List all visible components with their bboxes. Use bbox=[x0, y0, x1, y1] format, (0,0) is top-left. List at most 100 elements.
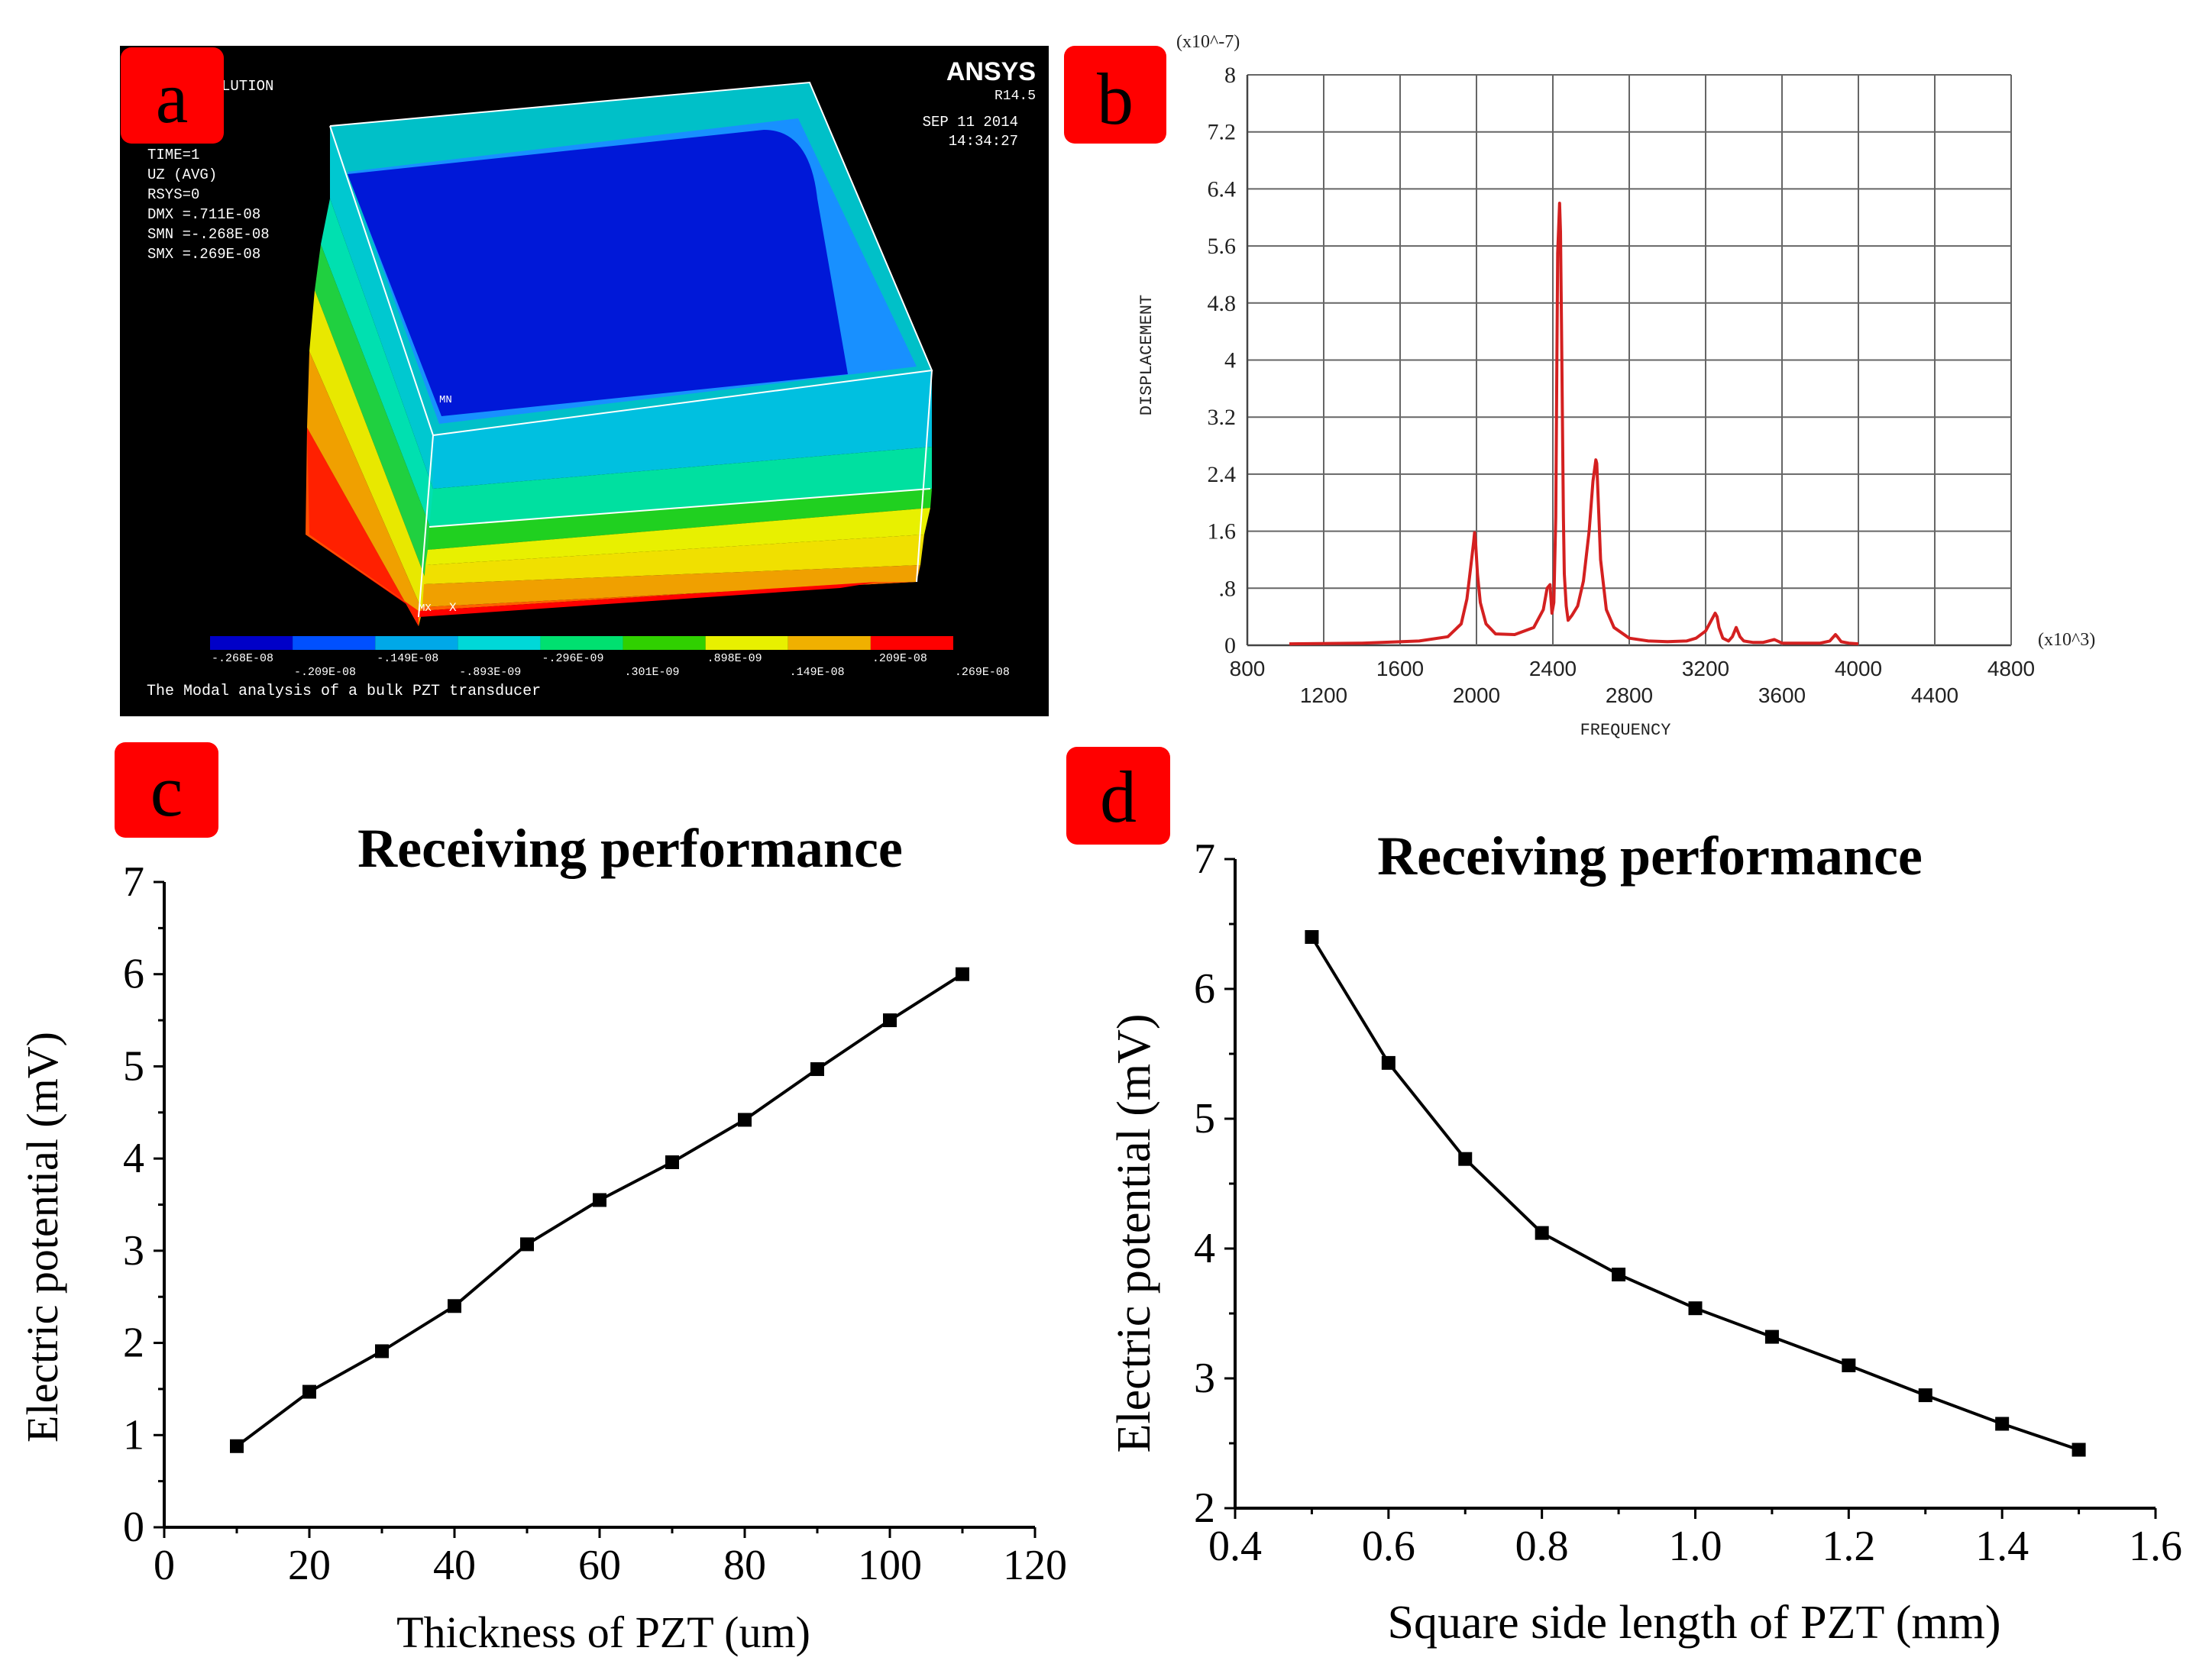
b-x-tick-label: 4800 bbox=[1987, 657, 2035, 680]
d-data-point bbox=[1764, 1329, 1779, 1344]
c-series bbox=[230, 967, 969, 1453]
ansys-header-left: LUTION bbox=[222, 78, 273, 95]
b-x-tick-labels: 800 1600 2400 3200 4000 4800 1200 2000 2800 3600 4… bbox=[1230, 657, 2036, 707]
b-y-tick-label: 4.8 bbox=[1208, 291, 1237, 316]
panel-label-box-d bbox=[1066, 747, 1170, 845]
ansys-caption: The Modal analysis of a bulk PZT transdu… bbox=[147, 683, 541, 700]
c-x-tick-label: 60 bbox=[578, 1542, 621, 1589]
legend-bottom-label: .149E-08 bbox=[790, 666, 845, 679]
b-series bbox=[1289, 202, 1859, 646]
ansys-info-line: RSYS=0 bbox=[147, 186, 199, 203]
ansys-info-line: SMN =-.268E-08 bbox=[147, 226, 270, 243]
panel-d-side-length-chart: 0.4 0.6 0.8 1.0 1.2 1.4 1.6 2 3 4 5 6 7 Receiving pe… bbox=[1066, 747, 2182, 1649]
ansys-info-line: TIME=1 bbox=[147, 147, 199, 163]
legend-bottom-label: -.893E-09 bbox=[459, 666, 521, 679]
d-data-point bbox=[1381, 1055, 1396, 1070]
d-data-point bbox=[1688, 1301, 1703, 1316]
ansys-info-line: DMX =.711E-08 bbox=[147, 206, 260, 223]
b-y-tick-label: 2.4 bbox=[1208, 462, 1237, 487]
c-data-point bbox=[883, 1013, 897, 1028]
b-y-axis-label: DISPLACEMENT bbox=[1137, 295, 1156, 415]
panel-c-thickness-chart: 0 20 40 60 80 100 120 0 1 2 3 4 5 6 7 Receiving perfor… bbox=[18, 742, 1067, 1657]
legend-top-label: -.268E-08 bbox=[212, 652, 273, 665]
c-data-point bbox=[738, 1113, 752, 1127]
b-x-multiplier: (x10^3) bbox=[2038, 630, 2095, 650]
d-data-point bbox=[1305, 930, 1319, 944]
ansys-info-line: SMX =.269E-08 bbox=[147, 246, 260, 263]
legend-swatch bbox=[623, 636, 706, 650]
ansys-color-legend: -.268E-08 -.149E-08 -.296E-09 .898E-09 .209E… bbox=[210, 636, 1010, 679]
d-y-tick-label: 2 bbox=[1194, 1485, 1215, 1532]
panel-label-d: d bbox=[1100, 756, 1137, 838]
panel-b-frequency-response: 0 .8 1.6 2.4 3.2 4 4.8 5.6 6.4 7.2 8 800 1600 2400 32… bbox=[1064, 32, 2095, 740]
d-axes: 0.4 0.6 0.8 1.0 1.2 1.4 1.6 2 3 4 5 6 7 bbox=[1194, 835, 2182, 1570]
legend-swatch bbox=[458, 636, 541, 650]
c-data-point bbox=[593, 1193, 606, 1207]
c-x-tick-label: 0 bbox=[154, 1542, 175, 1589]
block-top-face bbox=[330, 82, 932, 435]
ansys-version: R14.5 bbox=[995, 89, 1036, 104]
block-front-face bbox=[419, 370, 932, 617]
c-data-point bbox=[810, 1062, 824, 1077]
d-data-point bbox=[2071, 1443, 2086, 1457]
legend-swatch bbox=[293, 636, 376, 650]
d-y-tick-label: 3 bbox=[1194, 1355, 1215, 1402]
d-x-tick-label: 0.8 bbox=[1515, 1523, 1569, 1570]
b-y-tick-label: 7.2 bbox=[1208, 120, 1237, 145]
b-x-tick-label: 2800 bbox=[1606, 683, 1653, 707]
b-y-tick-label: 4 bbox=[1224, 348, 1236, 373]
c-x-tick-label: 100 bbox=[858, 1542, 922, 1589]
c-x-tick-label: 40 bbox=[433, 1542, 476, 1589]
b-y-tick-label: 8 bbox=[1224, 63, 1236, 88]
c-x-tick-label: 120 bbox=[1003, 1542, 1067, 1589]
b-y-tick-label: 6.4 bbox=[1208, 176, 1237, 202]
c-y-tick-label: 7 bbox=[123, 858, 144, 906]
legend-swatch bbox=[210, 636, 293, 650]
c-title: Receiving performance bbox=[357, 818, 903, 879]
panel-label-box-a bbox=[121, 47, 224, 144]
c-x-tick-label: 80 bbox=[723, 1542, 766, 1589]
legend-top-label: -.296E-09 bbox=[542, 652, 603, 665]
b-y-tick-label: .8 bbox=[1219, 576, 1237, 601]
d-x-tick-label: 1.6 bbox=[2129, 1523, 2182, 1570]
legend-swatch bbox=[540, 636, 623, 650]
legend-top-label: -.149E-08 bbox=[377, 652, 438, 665]
c-data-point bbox=[375, 1344, 389, 1359]
c-axes: 0 20 40 60 80 100 120 0 1 2 3 4 5 6 7 bbox=[123, 858, 1067, 1589]
d-x-tick-label: 1.4 bbox=[1975, 1523, 2029, 1570]
d-data-point bbox=[1842, 1359, 1856, 1372]
c-x-tick-label: 20 bbox=[288, 1542, 331, 1589]
panel-a-ansys-plot: LUTION ANSYS R14.5 SEP 11 2014 14:34:27 … bbox=[120, 46, 1049, 716]
d-y-tick-label: 7 bbox=[1194, 835, 1215, 883]
c-y-tick-label: 0 bbox=[123, 1504, 144, 1551]
c-data-point bbox=[302, 1384, 316, 1399]
d-x-tick-label: 0.4 bbox=[1208, 1523, 1262, 1570]
c-y-tick-label: 2 bbox=[123, 1320, 144, 1367]
ansys-date: SEP 11 2014 bbox=[923, 114, 1018, 131]
d-title: Receiving performance bbox=[1377, 825, 1923, 887]
d-series bbox=[1305, 930, 2086, 1457]
c-x-axis-label: Thickness of PZT (um) bbox=[396, 1607, 810, 1657]
b-displacement-line bbox=[1289, 202, 1859, 646]
d-data-point bbox=[1612, 1268, 1626, 1281]
c-y-tick-label: 4 bbox=[123, 1135, 144, 1182]
b-y-tick-labels: 0 .8 1.6 2.4 3.2 4 4.8 5.6 6.4 7.2 8 bbox=[1208, 63, 1237, 658]
legend-bottom-label: -.209E-08 bbox=[294, 666, 356, 679]
d-y-axis-label: Electric potential (mV) bbox=[1108, 1014, 1160, 1453]
d-data-point bbox=[1918, 1388, 1932, 1403]
d-data-point bbox=[1458, 1152, 1473, 1166]
panel-label-box-c bbox=[115, 742, 218, 838]
legend-bottom-label: .269E-08 bbox=[955, 666, 1010, 679]
ansys-time: 14:34:27 bbox=[949, 133, 1018, 150]
panel-label-b: b bbox=[1097, 58, 1134, 140]
ansys-mn-label: MN bbox=[439, 394, 452, 406]
d-y-tick-label: 4 bbox=[1194, 1225, 1215, 1272]
b-x-tick-label: 3200 bbox=[1682, 657, 1729, 680]
b-y-tick-label: 5.6 bbox=[1208, 234, 1237, 259]
b-y-tick-label: 3.2 bbox=[1208, 405, 1237, 430]
b-x-tick-label: 3600 bbox=[1758, 683, 1806, 707]
d-x-axis-label: Square side length of PZT (mm) bbox=[1387, 1597, 2000, 1649]
d-y-tick-label: 5 bbox=[1194, 1095, 1215, 1142]
b-x-tick-label: 1200 bbox=[1300, 683, 1347, 707]
d-x-tick-label: 1.2 bbox=[1822, 1523, 1875, 1570]
